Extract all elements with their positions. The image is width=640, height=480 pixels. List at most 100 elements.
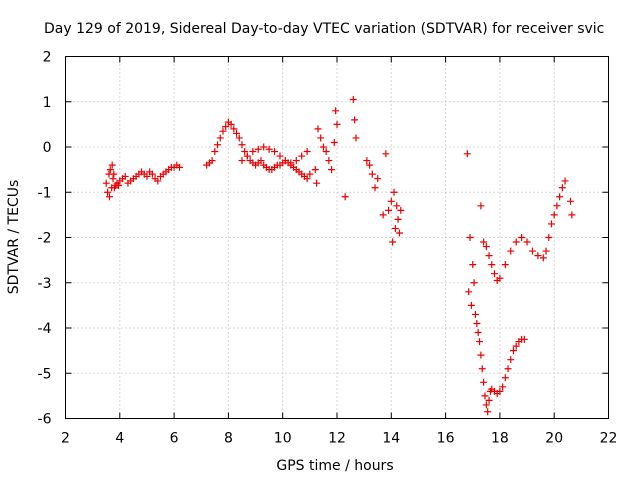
data-point	[520, 335, 528, 343]
data-point	[271, 148, 279, 156]
x-tick-label: 10	[274, 431, 292, 447]
data-point	[154, 177, 162, 185]
data-point	[352, 134, 360, 142]
data-point	[507, 247, 515, 255]
data-point	[478, 365, 486, 373]
data-point	[501, 261, 509, 269]
data-point	[214, 141, 222, 149]
data-point	[545, 234, 553, 241]
data-point	[561, 177, 569, 185]
data-point	[314, 125, 322, 133]
data-point	[566, 197, 574, 205]
data-point	[227, 120, 235, 128]
x-tick-label: 4	[115, 431, 124, 447]
data-point	[553, 202, 561, 210]
chart-title: Day 129 of 2019, Sidereal Day-to-day VTE…	[44, 21, 604, 37]
data-point	[387, 197, 395, 205]
data-point	[485, 252, 493, 260]
data-point	[319, 143, 327, 151]
y-tick-label: -6	[38, 412, 52, 428]
data-point	[238, 141, 246, 149]
data-point	[393, 202, 401, 210]
y-tick-label: 2	[43, 50, 52, 66]
data-point	[249, 148, 257, 156]
y-tick-label: -1	[38, 185, 52, 201]
data-point	[473, 319, 481, 327]
data-point	[374, 175, 382, 183]
y-tick-label: -4	[38, 321, 52, 337]
x-tick-label: 20	[545, 431, 563, 447]
y-tick-label: -5	[38, 366, 52, 382]
data-point	[496, 274, 504, 282]
y-tick-labels: -6 -5 -4 -3 -2 -1 0 1 2	[38, 50, 52, 428]
x-tick-labels: 2 4 6 8 10 12 14 16 18 20 22	[61, 431, 617, 447]
y-axis-label: SDTVAR / TECUs	[6, 180, 22, 295]
y-tick-label: 1	[43, 95, 52, 111]
data-point	[254, 145, 262, 153]
data-point	[303, 175, 311, 183]
data-point	[121, 172, 129, 180]
x-tick-label: 16	[437, 431, 455, 447]
data-point	[366, 161, 374, 169]
data-point	[287, 159, 295, 167]
data-point	[332, 107, 340, 115]
data-point	[110, 170, 118, 178]
data-point	[148, 170, 156, 178]
data-point	[330, 138, 338, 146]
data-point	[382, 150, 390, 158]
data-point	[333, 120, 341, 128]
data-point	[368, 170, 376, 178]
data-point	[391, 224, 399, 232]
grid	[65, 56, 609, 419]
data-point	[556, 193, 564, 201]
data-point	[311, 166, 319, 174]
data-point	[109, 175, 117, 183]
data-point	[394, 215, 402, 223]
data-point	[568, 211, 576, 219]
data-point	[371, 184, 379, 192]
data-point	[466, 234, 474, 241]
data-point	[298, 152, 306, 160]
data-point	[397, 206, 405, 214]
data-point	[389, 238, 397, 246]
data-point	[379, 211, 387, 219]
data-point	[518, 234, 526, 241]
data-point	[105, 193, 113, 201]
data-point	[351, 116, 359, 124]
x-tick-label: 6	[170, 431, 179, 447]
x-tick-label: 14	[382, 431, 400, 447]
y-tick-label: 0	[43, 140, 52, 156]
data-point	[143, 172, 151, 180]
data-point	[477, 202, 485, 210]
data-point	[281, 157, 289, 165]
x-tick-label: 2	[61, 431, 70, 447]
data-point	[317, 134, 325, 142]
x-axis-label: GPS time / hours	[276, 458, 393, 474]
data-point	[471, 310, 479, 318]
data-point	[499, 383, 507, 391]
data-point	[467, 301, 475, 309]
data-point	[233, 129, 241, 137]
data-point	[243, 152, 251, 160]
data-point	[102, 179, 110, 187]
data-point	[211, 148, 219, 156]
x-tick-label: 22	[600, 431, 618, 447]
y-tick-label: -3	[38, 276, 52, 292]
data-point	[349, 95, 357, 103]
data-point	[106, 166, 114, 174]
data-point	[276, 152, 284, 160]
data-point	[176, 163, 184, 171]
x-tick-label: 18	[491, 431, 509, 447]
data-point	[558, 184, 566, 192]
data-point	[504, 365, 512, 373]
data-point	[463, 150, 471, 158]
data-point	[523, 238, 531, 246]
data-point	[465, 288, 473, 296]
data-point	[395, 229, 403, 237]
x-tick-label: 8	[224, 431, 233, 447]
data-point	[501, 374, 509, 382]
data-point	[488, 261, 496, 269]
data-point	[481, 392, 489, 400]
data-point	[469, 261, 477, 269]
